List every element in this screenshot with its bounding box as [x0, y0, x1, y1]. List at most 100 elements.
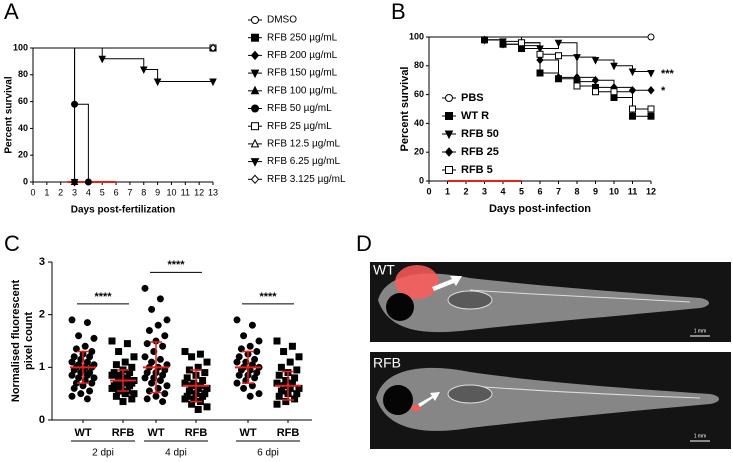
fluorescence	[395, 265, 439, 299]
data-point	[161, 332, 169, 340]
y-tick-label: 40	[18, 123, 28, 133]
survival-line	[33, 47, 76, 182]
data-point	[128, 395, 136, 403]
group-label: 6 dpi	[257, 448, 279, 459]
x-tick-label: 1	[445, 186, 450, 196]
data-point	[275, 371, 283, 379]
marker	[98, 55, 107, 64]
data-point	[295, 353, 303, 361]
data-point	[115, 348, 123, 356]
survival-line	[33, 47, 213, 82]
marker	[573, 82, 581, 90]
x-tick-label: 13	[208, 187, 218, 197]
y-tick-label: 0	[23, 176, 28, 186]
marker	[555, 52, 562, 60]
x-tick-label: WT	[74, 427, 91, 439]
panel-letter: A	[4, 0, 19, 24]
x-tick-label: RFB	[277, 427, 300, 439]
legend-label: RFB 100 µg/mL	[267, 85, 338, 96]
legend-marker	[250, 174, 260, 185]
x-tick-label: 3	[482, 186, 487, 196]
survival-line	[33, 47, 89, 182]
data-point	[194, 405, 202, 413]
legend-label: RFB 5	[461, 164, 493, 176]
data-point	[90, 334, 98, 342]
legend-marker	[251, 104, 259, 113]
x-axis-label: Days post-fertilization	[71, 205, 175, 216]
marker	[84, 178, 92, 186]
legend-marker	[445, 166, 453, 174]
x-tick-label: 3	[72, 187, 77, 197]
data-point	[68, 392, 76, 400]
x-tick-label: 11	[628, 186, 638, 196]
marker	[573, 73, 581, 82]
survival-line	[33, 47, 76, 182]
data-point	[75, 332, 83, 340]
data-point	[143, 395, 151, 403]
data-point	[282, 398, 290, 406]
x-tick-label: 8	[574, 186, 579, 196]
marker	[592, 88, 599, 96]
data-point	[108, 384, 116, 392]
x-tick-label: 4	[86, 187, 91, 197]
data-point	[288, 342, 296, 350]
marker	[610, 62, 618, 71]
data-point	[255, 337, 263, 345]
data-point	[130, 353, 138, 361]
x-tick-label: 6	[114, 187, 119, 197]
data-point	[273, 400, 281, 408]
legend-label: PBS	[461, 92, 484, 104]
data-point	[248, 321, 256, 329]
marker	[480, 35, 489, 45]
data-point	[112, 361, 120, 369]
marker	[70, 177, 79, 185]
data-point	[253, 348, 261, 356]
data-point	[68, 371, 76, 379]
x-tick-label: 9	[155, 187, 160, 197]
marker	[536, 55, 544, 65]
legend-label: RFB 3.125 µg/mL	[267, 174, 346, 185]
data-point	[83, 395, 91, 403]
marker	[629, 112, 636, 120]
x-tick-label: 10	[166, 187, 176, 197]
micrograph: WT 1 mm	[370, 262, 731, 342]
marker	[153, 78, 162, 87]
arrow	[418, 392, 440, 407]
x-tick-label: 5	[519, 186, 524, 196]
image-label: WT	[373, 262, 395, 278]
data-point	[152, 392, 160, 400]
x-tick-label: 12	[646, 186, 656, 196]
legend-marker	[445, 112, 453, 120]
y-tick-label: 80	[414, 60, 424, 70]
data-point	[70, 384, 78, 392]
panel-letter: C	[4, 231, 20, 256]
data-point	[156, 377, 164, 384]
data-point	[68, 358, 76, 366]
marker	[647, 70, 655, 78]
legend-label: RFB 25 µg/mL	[267, 121, 332, 132]
y-axis-label: Normalised fluorescent	[10, 280, 22, 403]
x-tick-label: 9	[593, 186, 598, 196]
data-point	[143, 340, 151, 348]
marker	[591, 57, 600, 65]
data-point	[112, 392, 120, 400]
data-point	[119, 398, 127, 406]
x-tick-label: WT	[147, 427, 164, 439]
x-tick-label: 1	[44, 187, 49, 197]
data-point	[280, 348, 288, 356]
marker	[573, 54, 581, 62]
data-point	[83, 319, 91, 327]
legend-marker	[251, 16, 259, 24]
data-point	[108, 371, 116, 379]
legend-marker	[250, 85, 260, 95]
y-tick-label: 40	[414, 118, 424, 128]
y-axis-label: Percent survival	[4, 76, 15, 153]
data-point	[273, 337, 281, 345]
legend-label: RFB 150 µg/mL	[267, 68, 338, 79]
fish-body	[376, 367, 719, 431]
fish-detail	[469, 385, 701, 399]
image-label: RFB	[373, 355, 401, 371]
marker	[628, 86, 637, 95]
data-point	[240, 384, 248, 392]
scale-label: 1 mm	[694, 433, 707, 439]
